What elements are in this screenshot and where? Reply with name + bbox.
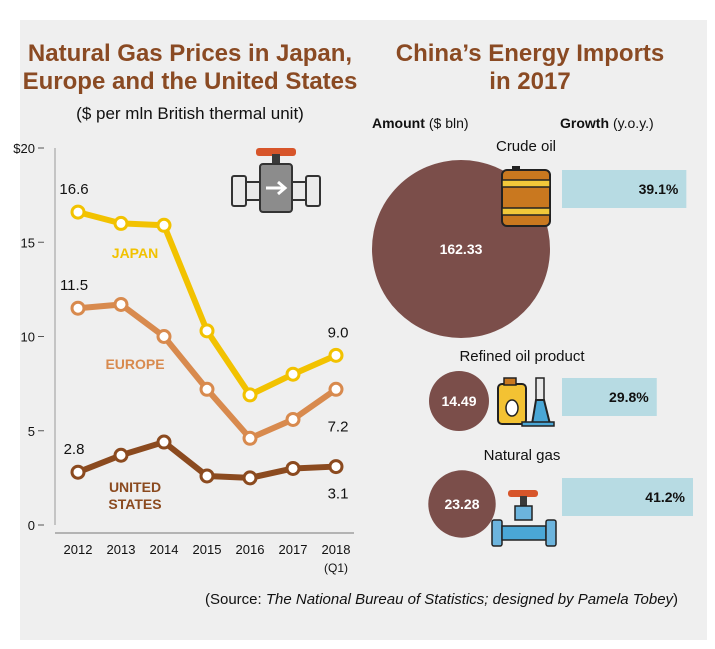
valve-pipe-icon [231,148,321,213]
y-tick-label: 0 [28,518,35,533]
amount-value-label: 14.49 [441,393,476,409]
x-axis: 2012 2013 2014 2015 2016 2017 2018 (Q1) [55,532,354,575]
x-tick-sublabel: (Q1) [324,561,348,575]
amount-value-label: 162.33 [440,241,483,257]
x-tick-label: 2015 [193,542,222,557]
right-title-line1: China’s Energy Imports [395,40,665,67]
data-point [199,468,215,484]
data-point [285,460,301,476]
data-label-last: 3.1 [328,486,349,503]
item-name-label: Refined oil product [459,348,585,365]
data-label-first: 11.5 [60,277,88,294]
data-point [242,470,258,486]
oil-can-and-flask-icon [497,377,555,427]
data-point [328,459,344,475]
amount-bubble [428,470,496,538]
line-series: 16.6 9.0 JAPAN 11.5 7.2 EUROPE 2.8 3.1 UNITEDSTA… [59,181,348,512]
x-tick-label: 2018 [322,542,351,557]
left-subtitle: ($ per mln British thermal unit) [76,104,304,123]
data-point [156,329,172,344]
source-text: The National Bureau of Statistics; desig… [265,591,674,608]
growth-value-label: 41.2% [645,489,685,505]
growth-header: Growth (y.o.y.) [560,115,654,131]
data-point [285,366,301,382]
y-axis: $20 15 10 5 0 [13,141,56,533]
right-title-line2: in 2017 [489,68,571,95]
growth-bar [562,378,657,416]
amount-header: Amount ($ bln) [372,115,469,131]
amount-bubble [429,371,489,431]
data-point [285,411,301,427]
data-point [113,447,129,463]
growth-value-label: 29.8% [609,389,649,405]
source-prefix: (Source: [205,591,266,608]
series-name-label: STATES [108,496,161,512]
amount-value-label: 23.28 [444,496,479,512]
gas-pipe-valve-icon [491,490,557,547]
series-name-label: JAPAN [112,245,158,261]
x-tick-label: 2017 [279,542,308,557]
left-title-line1: Natural Gas Prices in Japan, [27,40,353,67]
data-label-first: 2.8 [64,441,85,458]
item-name-label: Natural gas [484,447,561,464]
series-name-label: UNITED [109,479,161,495]
infographic-panel [20,20,707,640]
source-suffix: ) [673,591,679,608]
y-tick-label: 15 [21,235,35,250]
data-point [156,217,172,233]
y-tick-label: 10 [21,330,35,345]
oil-barrel-icon [501,166,551,227]
source-note: (Source: The National Bureau of Statisti… [205,591,705,608]
data-point [70,204,86,220]
left-title-line2: Europe and the United States [22,68,358,95]
series-name-label: EUROPE [105,356,164,372]
data-point [113,215,129,231]
data-point [113,296,129,312]
data-label-last: 7.2 [328,418,349,435]
growth-bar [562,170,687,208]
y-tick-label: 5 [28,424,35,439]
growth-bar [562,478,693,516]
x-tick-label: 2012 [64,542,93,557]
data-point [156,434,172,450]
data-label-first: 16.6 [59,181,88,198]
x-tick-label: 2014 [150,542,179,557]
y-tick-label: $20 [13,141,35,156]
data-point [70,464,86,480]
data-point [242,387,258,403]
x-tick-label: 2013 [107,542,136,557]
data-point [70,300,86,316]
data-point [328,381,344,397]
growth-value-label: 39.1% [639,181,679,197]
item-name-label: Crude oil [496,138,556,155]
data-point [242,430,258,446]
data-point [199,381,215,397]
data-label-last: 9.0 [328,324,349,341]
x-tick-label: 2016 [236,542,265,557]
data-point [199,323,215,339]
data-point [328,347,344,363]
